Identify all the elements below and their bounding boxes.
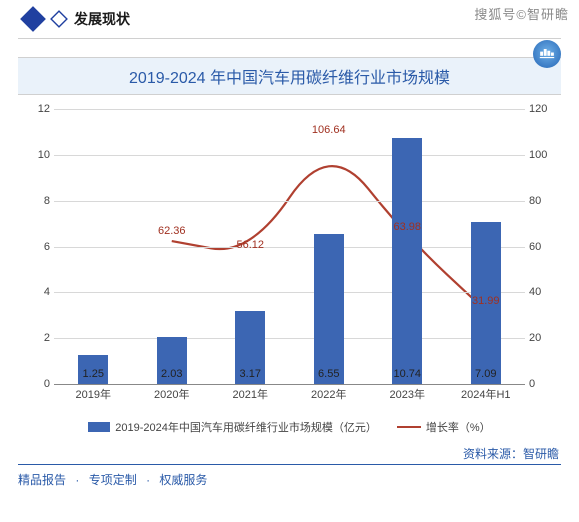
legend-bar-swatch [88,422,110,432]
ytick-right: 0 [529,378,557,390]
source-line: 资料来源：智研瞻 [0,445,559,462]
ytick-right: 80 [529,195,557,207]
legend-line-swatch [397,426,421,428]
xtick-label: 2021年 [233,386,268,402]
bar-value-label: 7.09 [475,368,496,380]
bar-value-label: 2.03 [161,368,182,380]
legend-line-label: 增长率（%） [426,419,491,435]
source-label: 资料来源： [463,447,523,461]
ytick-right: 20 [529,332,557,344]
footer-item-1[interactable]: 精品报告 [18,473,66,487]
section-diamond-icon [20,6,62,32]
ytick-left: 4 [24,286,50,298]
ytick-right: 40 [529,286,557,298]
ytick-left: 8 [24,195,50,207]
gridline [54,247,525,248]
line-value-label: 31.99 [472,295,500,307]
line-value-label: 56.12 [236,239,264,251]
watermark-text: 搜狐号©智研瞻 [474,4,569,23]
xtick-label: 2019年 [76,386,111,402]
legend-bar-label: 2019-2024年中国汽车用碳纤维行业市场规模（亿元） [115,419,377,435]
bar [314,234,344,384]
header-divider [18,38,561,39]
bar-value-label: 3.17 [240,368,261,380]
xtick-label: 2022年 [311,386,346,402]
bar-value-label: 10.74 [393,368,421,380]
footer-sep: · [146,473,150,487]
ytick-left: 0 [24,378,50,390]
line-value-label: 63.98 [393,221,421,233]
source-value: 智研瞻 [523,447,559,461]
section-title: 发展现状 [74,9,130,29]
line-value-label: 106.64 [312,124,346,136]
plot-region: 0246810120204060801001201.252019年2.03202… [54,109,525,385]
footer-sep: · [75,473,79,487]
ytick-right: 100 [529,149,557,161]
ytick-left: 10 [24,149,50,161]
chart-area: 0246810120204060801001201.252019年2.03202… [18,101,561,441]
ytick-right: 120 [529,103,557,115]
bar [392,138,422,384]
xtick-label: 2024年H1 [461,386,511,402]
xtick-label: 2023年 [390,386,425,402]
gridline [54,338,525,339]
ytick-right: 60 [529,241,557,253]
ytick-left: 6 [24,241,50,253]
chart-legend: 2019-2024年中国汽车用碳纤维行业市场规模（亿元） 增长率（%） [18,419,561,435]
gridline [54,201,525,202]
line-value-label: 62.36 [158,225,186,237]
gridline [54,109,525,110]
footer-item-3[interactable]: 权威服务 [159,473,207,487]
bar-value-label: 6.55 [318,368,339,380]
footer-links: 精品报告 · 专项定制 · 权威服务 [18,464,561,488]
legend-bar-item: 2019-2024年中国汽车用碳纤维行业市场规模（亿元） [88,419,377,435]
chart-title: 2019-2024 年中国汽车用碳纤维行业市场规模 [18,57,561,95]
ytick-left: 12 [24,103,50,115]
gridline [54,155,525,156]
ytick-left: 2 [24,332,50,344]
xtick-label: 2020年 [154,386,189,402]
brand-badge-icon [533,40,561,68]
gridline [54,292,525,293]
footer-item-2[interactable]: 专项定制 [89,473,137,487]
legend-line-item: 增长率（%） [397,419,491,435]
bar-value-label: 1.25 [83,368,104,380]
